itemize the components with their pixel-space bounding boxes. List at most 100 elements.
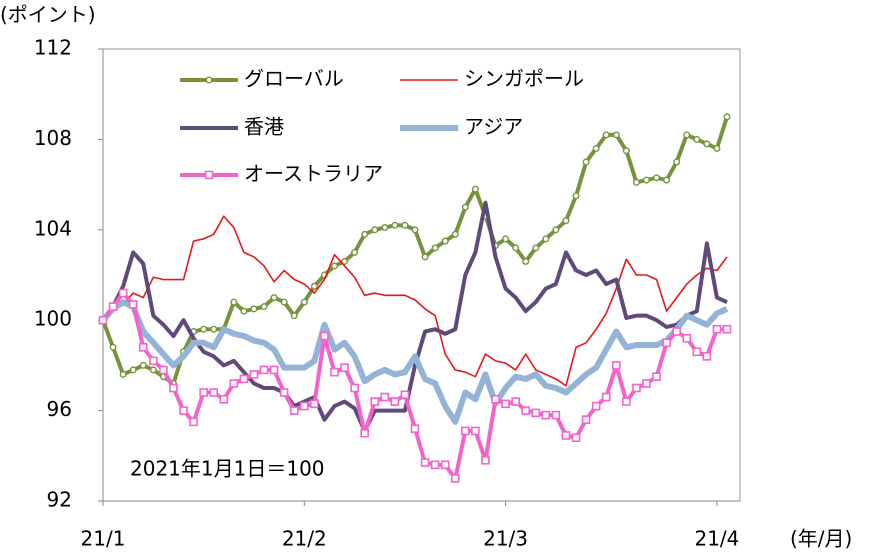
point xyxy=(430,460,440,470)
point xyxy=(259,365,269,375)
point xyxy=(693,135,701,143)
point xyxy=(128,300,138,309)
point xyxy=(200,325,208,333)
point xyxy=(673,158,681,166)
point xyxy=(229,379,239,388)
point xyxy=(461,426,470,436)
point xyxy=(471,185,479,193)
point xyxy=(199,388,208,397)
point xyxy=(542,235,550,243)
point xyxy=(239,374,249,384)
point xyxy=(219,394,229,404)
point xyxy=(642,176,650,184)
point xyxy=(531,408,541,418)
point xyxy=(672,327,681,336)
point xyxy=(511,397,520,406)
legend-marker xyxy=(204,170,214,180)
point xyxy=(290,312,298,320)
point xyxy=(663,176,671,184)
point xyxy=(320,331,329,341)
point xyxy=(371,226,379,234)
point xyxy=(138,343,148,352)
point xyxy=(260,303,268,311)
point xyxy=(491,394,500,404)
point xyxy=(249,370,259,379)
point xyxy=(562,217,570,225)
point xyxy=(441,237,449,245)
x-tick-label: 21/3 xyxy=(483,527,528,551)
point xyxy=(572,192,580,200)
point xyxy=(662,338,671,348)
point xyxy=(299,401,309,411)
point xyxy=(512,244,520,252)
point xyxy=(351,248,359,256)
point xyxy=(391,221,399,229)
annotation: 2021年1月1日＝100 xyxy=(130,457,325,481)
point xyxy=(451,230,459,238)
y-axis-label: (ポイント) xyxy=(0,3,96,27)
point xyxy=(481,456,490,465)
y-tick-label: 104 xyxy=(34,216,72,240)
point xyxy=(340,363,349,372)
y-tick-label: 100 xyxy=(34,307,72,331)
legend-marker xyxy=(205,76,213,84)
point xyxy=(601,392,611,402)
point xyxy=(632,383,641,393)
point xyxy=(360,428,369,438)
point xyxy=(461,203,469,211)
legend-label: グローバル xyxy=(244,67,344,91)
point xyxy=(581,415,591,424)
point xyxy=(129,366,137,374)
point xyxy=(361,230,369,238)
series-line xyxy=(100,299,729,425)
series-line xyxy=(101,200,728,433)
point xyxy=(410,424,420,433)
point xyxy=(682,333,692,343)
legend-label: シンガポール xyxy=(464,67,584,91)
point xyxy=(692,347,702,357)
point xyxy=(300,298,308,306)
point xyxy=(541,410,551,420)
point xyxy=(703,140,711,148)
y-tick-label: 112 xyxy=(34,36,72,60)
point xyxy=(642,379,651,388)
point xyxy=(279,388,289,397)
point xyxy=(330,367,339,377)
point xyxy=(411,226,419,234)
point xyxy=(532,244,540,252)
point xyxy=(611,361,621,370)
point xyxy=(280,298,288,306)
point xyxy=(591,401,601,411)
point xyxy=(149,356,158,366)
point xyxy=(712,324,722,334)
point xyxy=(269,365,279,375)
point xyxy=(652,372,661,382)
point xyxy=(118,288,128,298)
x-tick-label: 21/4 xyxy=(694,527,739,551)
point xyxy=(401,221,409,229)
point xyxy=(330,262,338,270)
point xyxy=(722,324,732,334)
point xyxy=(632,178,640,186)
point xyxy=(713,144,721,152)
point xyxy=(602,131,610,139)
x-axis-label: (年/月) xyxy=(790,527,852,551)
point xyxy=(450,474,460,483)
point xyxy=(521,406,531,415)
y-tick-label: 92 xyxy=(47,488,72,512)
point xyxy=(119,370,127,378)
legend-label: オーストラリア xyxy=(244,162,383,186)
point xyxy=(502,235,510,243)
point xyxy=(289,406,299,415)
legend-label: 香港 xyxy=(244,115,284,139)
point xyxy=(683,131,691,139)
point xyxy=(230,298,238,306)
point xyxy=(522,257,530,265)
point xyxy=(400,390,410,400)
point xyxy=(240,307,248,315)
x-tick-label: 21/2 xyxy=(282,527,327,551)
point xyxy=(440,460,450,470)
point xyxy=(310,399,319,409)
point xyxy=(622,147,630,155)
